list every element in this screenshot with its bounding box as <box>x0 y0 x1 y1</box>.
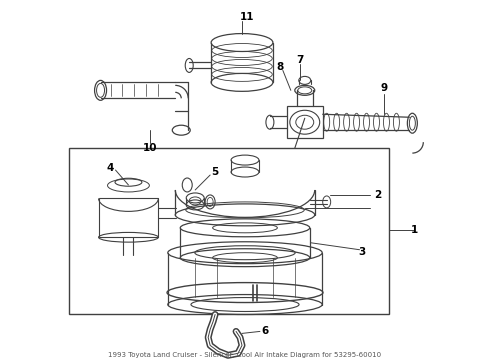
Text: 7: 7 <box>296 55 303 66</box>
Bar <box>69 148 390 315</box>
Text: 5: 5 <box>212 167 219 177</box>
Text: 6: 6 <box>261 327 269 336</box>
Text: 1993 Toyota Land Cruiser - Silencer, Cool Air Intake Diagram for 53295-60010: 1993 Toyota Land Cruiser - Silencer, Coo… <box>108 352 382 358</box>
Text: 10: 10 <box>143 143 158 153</box>
Text: 3: 3 <box>358 247 365 257</box>
Bar <box>98 198 158 237</box>
Text: 11: 11 <box>240 12 254 22</box>
Text: 4: 4 <box>107 163 114 173</box>
Text: 1: 1 <box>411 225 418 235</box>
Text: 2: 2 <box>374 190 381 200</box>
Text: 9: 9 <box>381 84 388 93</box>
Bar <box>287 106 323 138</box>
Text: 8: 8 <box>276 62 284 72</box>
